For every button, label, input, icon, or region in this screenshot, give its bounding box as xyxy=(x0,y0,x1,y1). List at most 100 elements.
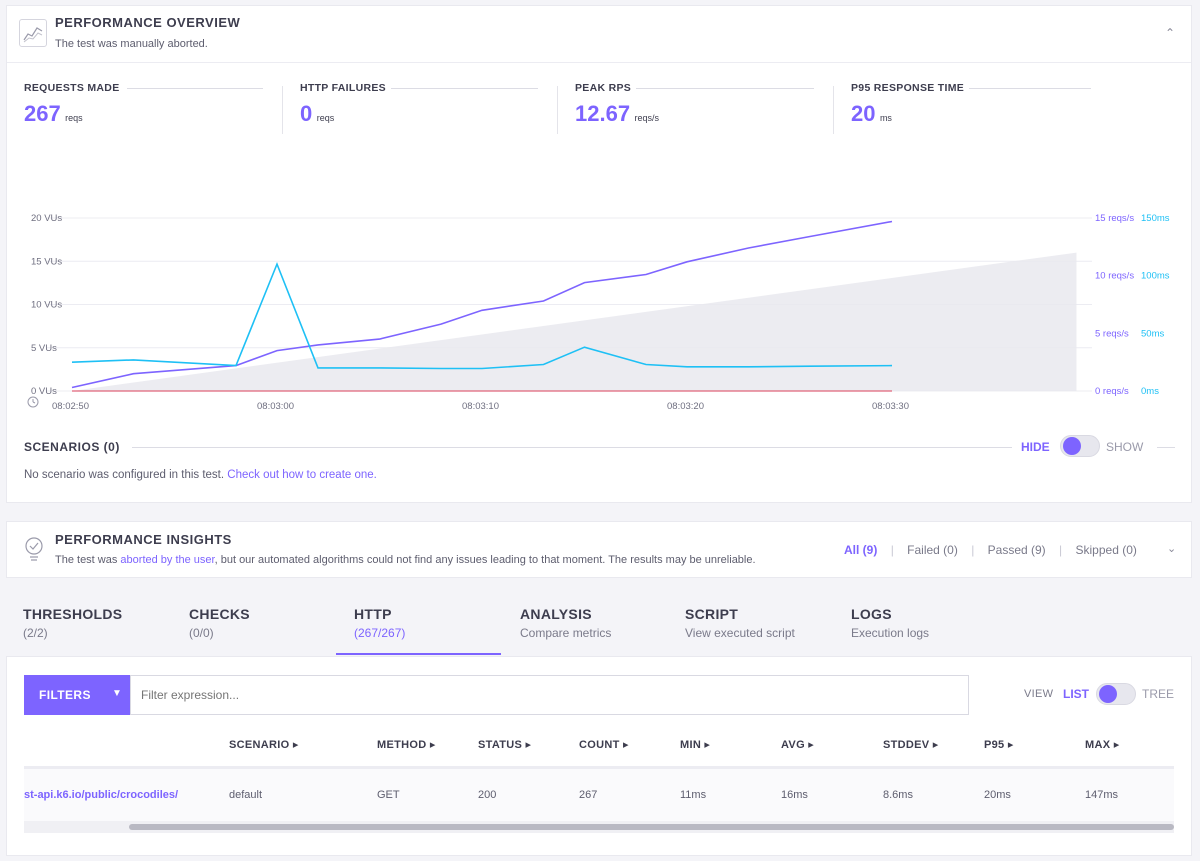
col-stddev[interactable]: STDDEV ▸ xyxy=(883,739,939,751)
y-right-reqs-tick-label: 5 reqs/s xyxy=(1095,328,1129,339)
scenarios-rule xyxy=(132,447,1012,448)
dropdown-caret-icon: ▼ xyxy=(112,688,123,699)
metric-rule xyxy=(969,88,1091,89)
table-row[interactable]: st-api.k6.io/public/crocodiles/ default … xyxy=(24,769,1174,821)
tab-sub: View executed script xyxy=(685,626,795,640)
tab-title: CHECKS xyxy=(189,606,250,622)
x-tick-label: 08:03:30 xyxy=(872,401,909,412)
y-right-ms-tick-label: 0ms xyxy=(1141,386,1159,397)
header-divider xyxy=(24,766,1174,769)
y-left-tick-label: 15 VUs xyxy=(31,256,62,267)
filter-all[interactable]: All (9) xyxy=(844,543,878,557)
col-label: STDDEV xyxy=(883,739,930,751)
scenarios-toggle[interactable] xyxy=(1060,435,1100,457)
filter-skipped[interactable]: Skipped (0) xyxy=(1075,543,1137,557)
col-label: STATUS xyxy=(478,739,523,751)
scrollbar-thumb[interactable] xyxy=(129,824,1174,830)
chart-icon xyxy=(19,19,47,47)
metric-unit: reqs xyxy=(316,113,335,123)
horizontal-scrollbar[interactable] xyxy=(24,821,1174,833)
aborted-by-user-link[interactable]: aborted by the user xyxy=(120,554,215,566)
view-toggle[interactable] xyxy=(1096,683,1136,705)
request-url[interactable]: st-api.k6.io/public/crocodiles/ xyxy=(24,789,179,801)
tab-sub: (2/2) xyxy=(23,626,48,640)
performance-overview-subtitle: The test was manually aborted. xyxy=(55,38,208,50)
series-line-1 xyxy=(71,261,893,370)
performance-chart: 20 VUs 15 VUs 10 VUs 5 VUs 0 VUs 15 reqs/s 150… xyxy=(27,213,1170,412)
filter-expression-input[interactable] xyxy=(130,675,969,715)
tab-logs[interactable]: LOGS Execution logs xyxy=(851,606,929,640)
filter-passed[interactable]: Passed (9) xyxy=(987,543,1046,557)
create-scenario-link[interactable]: Check out how to create one. xyxy=(227,469,377,481)
scenarios-title: SCENARIOS (0) xyxy=(24,440,120,454)
hide-label[interactable]: HIDE xyxy=(1021,440,1050,454)
metric-requests-made: REQUESTS MADE 267 reqs xyxy=(24,82,120,127)
header-divider xyxy=(7,62,1191,63)
y-right-ms-tick-label: 150ms xyxy=(1141,213,1170,224)
view-label: VIEW xyxy=(1024,688,1054,700)
tab-sub: Execution logs xyxy=(851,626,930,640)
col-status[interactable]: STATUS ▸ xyxy=(478,739,532,751)
col-scenario[interactable]: SCENARIO ▸ xyxy=(229,739,299,751)
cell-scenario: default xyxy=(229,789,263,801)
filter-sep: | xyxy=(971,543,975,557)
metric-unit: ms xyxy=(879,113,892,123)
result-tabs: THRESHOLDS (2/2) CHECKS (0/0) HTTP (267/… xyxy=(0,600,1200,656)
cell-status: 200 xyxy=(478,789,497,801)
filters-button[interactable]: FILTERS ▼ xyxy=(24,675,130,715)
list-label[interactable]: LIST xyxy=(1063,687,1089,701)
y-right-reqs-tick-label: 10 reqs/s xyxy=(1095,271,1134,282)
scenarios-message: No scenario was configured in this test.… xyxy=(24,469,377,481)
x-tick-label: 08:02:50 xyxy=(52,401,89,412)
filter-failed[interactable]: Failed (0) xyxy=(907,543,958,557)
performance-overview-card: PERFORMANCE OVERVIEW The test was manual… xyxy=(6,5,1192,503)
metric-value: 0 xyxy=(300,101,313,126)
tab-title: LOGS xyxy=(851,606,892,622)
col-min[interactable]: MIN ▸ xyxy=(680,739,711,751)
show-label[interactable]: SHOW xyxy=(1106,440,1144,454)
scenarios-rule-end xyxy=(1157,447,1175,448)
filter-sep: | xyxy=(890,543,894,557)
metric-value: 267 xyxy=(24,101,61,126)
table-header-row: SCENARIO ▸ METHOD ▸ STATUS ▸ COUNT ▸ MIN… xyxy=(7,731,1191,759)
y-right-reqs-tick-label: 0 reqs/s xyxy=(1095,386,1129,397)
col-label: METHOD xyxy=(377,739,427,751)
insights-message: The test was aborted by the user, but ou… xyxy=(55,554,756,566)
cell-avg: 16ms xyxy=(781,789,808,801)
col-avg[interactable]: AVG ▸ xyxy=(781,739,815,751)
metric-divider xyxy=(557,86,558,134)
expand-chevron-icon[interactable]: ⌄ xyxy=(1167,543,1177,555)
col-p95[interactable]: P95 ▸ xyxy=(984,739,1014,751)
tree-label[interactable]: TREE xyxy=(1142,687,1175,701)
col-max[interactable]: MAX ▸ xyxy=(1085,739,1120,751)
col-label: MIN xyxy=(680,739,702,751)
tab-thresholds[interactable]: THRESHOLDS (2/2) xyxy=(23,606,122,640)
tab-sub: Compare metrics xyxy=(520,626,612,640)
tab-http[interactable]: HTTP (267/267) xyxy=(354,606,405,640)
collapse-chevron-icon[interactable]: ⌃ xyxy=(1165,26,1176,40)
cell-max: 147ms xyxy=(1085,789,1119,801)
tab-checks[interactable]: CHECKS (0/0) xyxy=(189,606,250,640)
col-label: AVG xyxy=(781,739,805,751)
toggle-knob xyxy=(1063,437,1081,455)
metric-rule xyxy=(391,88,538,89)
tab-title: THRESHOLDS xyxy=(23,606,123,622)
tab-analysis[interactable]: ANALYSIS Compare metrics xyxy=(520,606,611,640)
y-left-tick-label: 20 VUs xyxy=(31,213,62,224)
vus-area xyxy=(72,252,1077,391)
col-label: COUNT xyxy=(579,739,620,751)
col-method[interactable]: METHOD ▸ xyxy=(377,739,436,751)
tab-script[interactable]: SCRIPT View executed script xyxy=(685,606,795,640)
active-tab-indicator xyxy=(336,653,501,655)
y-left-tick-label: 10 VUs xyxy=(31,300,62,311)
col-label: P95 xyxy=(984,739,1005,751)
metric-divider xyxy=(833,86,834,134)
metric-http-failures: HTTP FAILURES 0 reqs xyxy=(300,82,386,127)
tab-sub: (267/267) xyxy=(354,626,406,640)
col-count[interactable]: COUNT ▸ xyxy=(579,739,629,751)
tab-title: SCRIPT xyxy=(685,606,739,622)
performance-insights-card: PERFORMANCE INSIGHTS The test was aborte… xyxy=(6,521,1192,578)
x-tick-label: 08:03:00 xyxy=(257,401,294,412)
lightbulb-icon xyxy=(23,536,45,567)
col-label: SCENARIO xyxy=(229,739,290,751)
